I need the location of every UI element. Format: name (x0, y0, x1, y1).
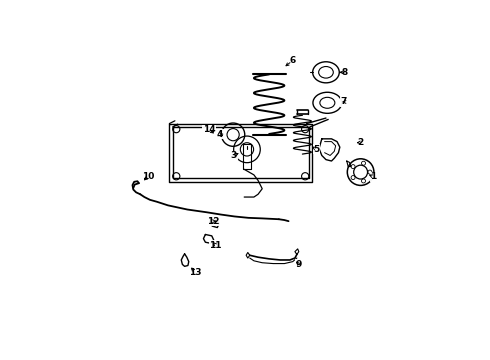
Text: 4: 4 (217, 130, 223, 139)
Text: 9: 9 (295, 260, 302, 269)
Text: 3: 3 (231, 151, 237, 160)
Text: 7: 7 (341, 98, 347, 107)
Text: 11: 11 (209, 240, 222, 249)
Text: 13: 13 (189, 268, 201, 277)
Text: 1: 1 (370, 172, 377, 181)
Text: 14: 14 (203, 125, 215, 134)
Text: 12: 12 (207, 217, 219, 226)
Text: 5: 5 (313, 145, 319, 154)
Text: 6: 6 (289, 57, 295, 66)
Text: 10: 10 (142, 172, 154, 181)
Text: 8: 8 (342, 68, 348, 77)
Text: 2: 2 (358, 138, 364, 147)
